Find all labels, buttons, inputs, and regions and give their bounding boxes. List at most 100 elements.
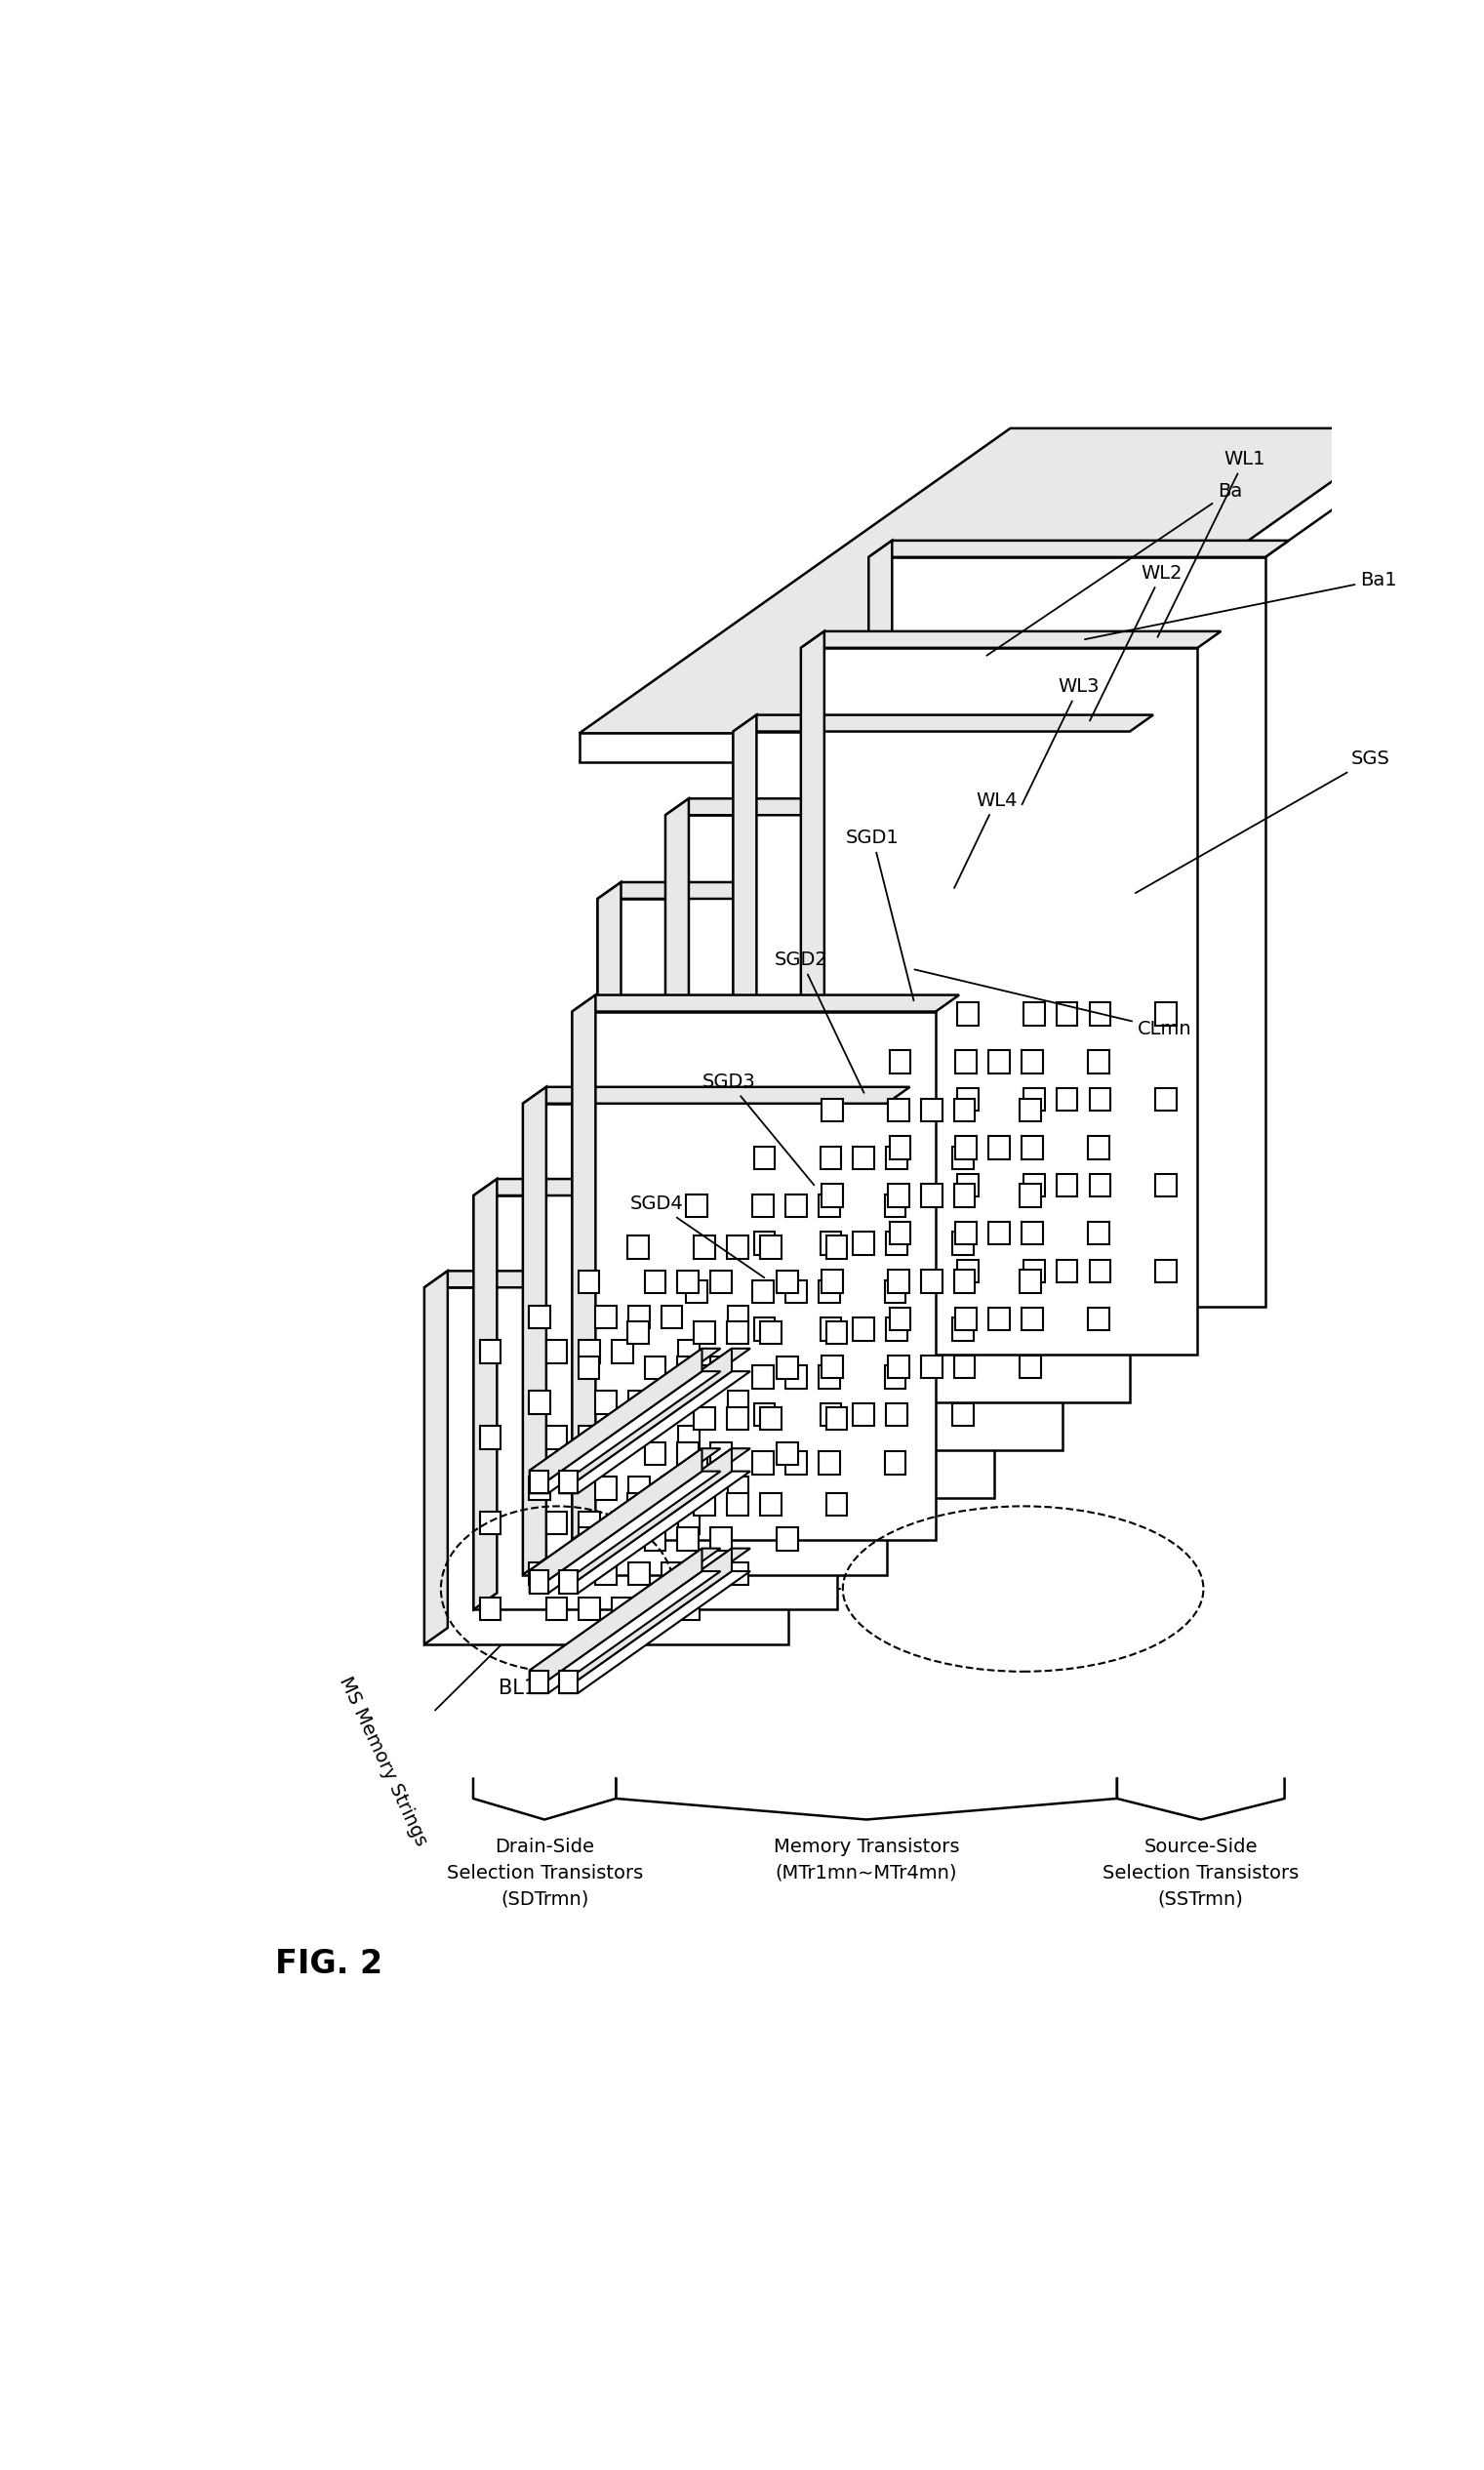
Polygon shape [1020,1356,1042,1378]
Polygon shape [752,1195,773,1218]
Polygon shape [579,1512,600,1534]
Polygon shape [884,1279,905,1302]
Polygon shape [665,815,1063,1450]
Polygon shape [546,1425,567,1450]
Polygon shape [628,1408,649,1430]
Polygon shape [559,1571,577,1593]
Text: WL4: WL4 [954,790,1017,889]
Polygon shape [644,1270,666,1294]
Polygon shape [957,1003,978,1025]
Polygon shape [711,1442,732,1465]
Polygon shape [530,1564,551,1586]
Polygon shape [801,632,824,1354]
Polygon shape [573,1013,936,1539]
Polygon shape [424,1272,812,1287]
Polygon shape [1021,1136,1043,1158]
Text: BL2: BL2 [499,1578,537,1598]
Polygon shape [776,1442,798,1465]
Polygon shape [473,1195,837,1610]
Polygon shape [1089,1089,1110,1112]
Text: SGD4: SGD4 [631,1195,764,1277]
Polygon shape [868,558,1266,1307]
Polygon shape [628,1235,649,1260]
Text: WL3: WL3 [1022,677,1100,805]
Polygon shape [559,1349,751,1470]
Polygon shape [957,1173,978,1195]
Text: Selection Transistors: Selection Transistors [447,1865,643,1882]
Polygon shape [686,1452,708,1475]
Polygon shape [889,1307,911,1331]
Polygon shape [611,1341,634,1363]
Polygon shape [573,995,959,1013]
Polygon shape [579,1425,600,1450]
Polygon shape [598,882,1018,899]
Polygon shape [530,1571,548,1593]
Polygon shape [530,1472,721,1593]
Polygon shape [801,647,1198,1354]
Text: WL1: WL1 [1158,450,1266,637]
Polygon shape [988,1307,1009,1331]
Polygon shape [821,1233,841,1255]
Polygon shape [579,1341,600,1363]
Polygon shape [559,1472,751,1593]
Polygon shape [827,1321,847,1344]
Polygon shape [752,1366,773,1388]
Polygon shape [678,1341,699,1363]
Polygon shape [1057,1003,1077,1025]
Text: Source-Side: Source-Side [1144,1838,1257,1855]
Polygon shape [889,1223,911,1245]
Polygon shape [479,1341,502,1363]
Text: BL1: BL1 [499,1680,537,1699]
Polygon shape [887,1099,910,1121]
Polygon shape [953,1403,974,1425]
Polygon shape [678,1356,699,1378]
Polygon shape [662,1564,683,1586]
Polygon shape [957,1260,978,1282]
Polygon shape [424,1287,788,1645]
Polygon shape [579,427,1407,734]
Polygon shape [678,1425,699,1450]
Polygon shape [522,1104,886,1576]
Polygon shape [711,1526,732,1551]
Text: (MTr1mn∼MTr4mn): (MTr1mn∼MTr4mn) [776,1865,957,1882]
Polygon shape [801,632,1221,647]
Polygon shape [727,1307,748,1329]
Polygon shape [754,1233,775,1255]
Polygon shape [821,1403,841,1425]
Polygon shape [988,1223,1009,1245]
Polygon shape [887,1356,910,1378]
Polygon shape [579,1526,600,1551]
Polygon shape [1088,1050,1109,1074]
Polygon shape [579,457,1407,761]
Polygon shape [785,1195,806,1218]
Polygon shape [598,882,620,1499]
Polygon shape [754,1317,775,1341]
Polygon shape [1057,1173,1077,1195]
Polygon shape [479,1598,502,1620]
Text: SGD1: SGD1 [846,827,914,1000]
Polygon shape [595,1477,616,1499]
Polygon shape [662,1391,683,1413]
Text: Selection Transistors: Selection Transistors [1103,1865,1298,1882]
Polygon shape [595,1564,616,1586]
Polygon shape [595,1391,616,1413]
Polygon shape [733,731,1129,1403]
Polygon shape [776,1356,798,1378]
Polygon shape [1024,1089,1045,1112]
Polygon shape [760,1321,781,1344]
Polygon shape [886,1233,907,1255]
Polygon shape [821,1317,841,1341]
Polygon shape [559,1371,751,1494]
Text: (SDTrmn): (SDTrmn) [500,1890,589,1909]
Polygon shape [754,1146,775,1168]
Polygon shape [954,1183,975,1208]
Polygon shape [956,1223,976,1245]
Polygon shape [956,1050,976,1074]
Polygon shape [559,1349,732,1494]
Polygon shape [1057,1089,1077,1112]
Polygon shape [1089,1003,1110,1025]
Text: BL3: BL3 [499,1480,537,1499]
Polygon shape [988,1050,1009,1074]
Polygon shape [522,1087,546,1576]
Polygon shape [711,1270,732,1294]
